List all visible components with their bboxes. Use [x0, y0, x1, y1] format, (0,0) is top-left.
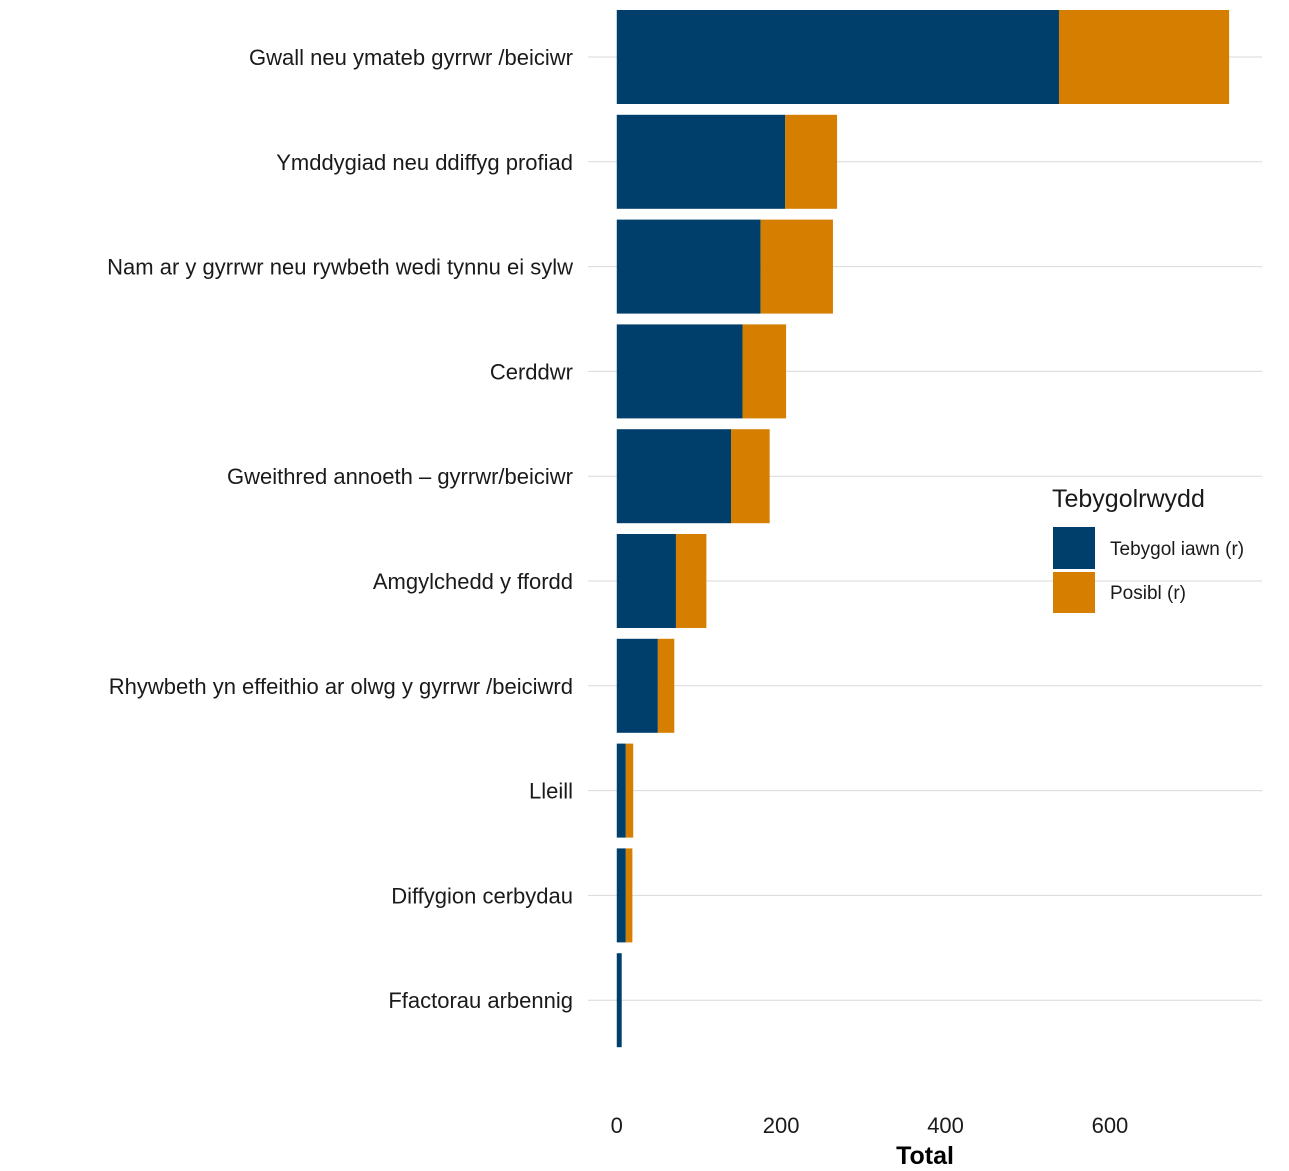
- x-tick-label-400: 400: [927, 1113, 964, 1138]
- category-label-10: Ffactorau arbennig: [388, 988, 573, 1013]
- category-label-8: Lleill: [529, 779, 573, 804]
- legend-label-posibl: Posibl (r): [1110, 583, 1186, 604]
- x-axis: 0 200 400 600: [611, 1113, 1129, 1138]
- category-label-5: Gweithred annoeth – gyrrwr/beiciwr: [227, 464, 573, 489]
- bar-tebygol-iawn-r-2: [616, 114, 786, 209]
- x-tick-label-0: 0: [611, 1113, 623, 1138]
- bar-posibl-r-2: [785, 114, 838, 209]
- legend: Tebygolrwydd Tebygol iawn (r) Posibl (r): [1052, 485, 1244, 613]
- bars: [616, 10, 1230, 1048]
- category-label-4: Cerddwr: [490, 359, 573, 384]
- bar-posibl-r-4: [742, 324, 787, 419]
- category-label-3: Nam ar y gyrrwr neu rywbeth wedi tynnu e…: [107, 255, 573, 280]
- category-label-7: Rhywbeth yn effeithio ar olwg y gyrrwr /…: [109, 674, 573, 699]
- category-labels: Gwall neu ymateb gyrrwr /beiciwr Ymddygia…: [107, 45, 573, 1013]
- bar-tebygol-iawn-r-8: [616, 743, 626, 838]
- bar-posibl-r-9: [625, 848, 633, 943]
- bar-tebygol-iawn-r-5: [616, 429, 732, 524]
- category-label-2: Ymddygiad neu ddiffyg profiad: [276, 150, 573, 175]
- bar-tebygol-iawn-r-10: [616, 953, 622, 1048]
- bar-tebygol-iawn-r-9: [616, 848, 626, 943]
- category-label-6: Amgylchedd y ffordd: [373, 569, 573, 594]
- category-label-9: Diffygion cerbydau: [391, 883, 573, 908]
- x-tick-label-200: 200: [763, 1113, 800, 1138]
- legend-title: Tebygolrwydd: [1052, 485, 1205, 513]
- bar-tebygol-iawn-r-4: [616, 324, 743, 419]
- bar-tebygol-iawn-r-3: [616, 219, 761, 314]
- bar-posibl-r-6: [675, 534, 707, 628]
- bar-posibl-r-1: [1058, 10, 1230, 104]
- legend-swatch-tebygol-iawn: [1053, 527, 1095, 569]
- x-axis-title: Total: [896, 1142, 954, 1166]
- bar-posibl-r-7: [657, 638, 675, 733]
- bar-tebygol-iawn-r-1: [616, 10, 1059, 104]
- bar-tebygol-iawn-r-6: [616, 534, 676, 628]
- legend-label-tebygol-iawn: Tebygol iawn (r): [1110, 539, 1244, 560]
- bar-posibl-r-3: [760, 219, 833, 314]
- bar-posibl-r-5: [731, 429, 770, 524]
- bar-posibl-r-8: [625, 743, 634, 838]
- category-label-1: Gwall neu ymateb gyrrwr /beiciwr: [249, 45, 573, 70]
- legend-swatch-posibl: [1053, 572, 1095, 613]
- x-tick-label-600: 600: [1092, 1113, 1129, 1138]
- bar-tebygol-iawn-r-7: [616, 638, 658, 733]
